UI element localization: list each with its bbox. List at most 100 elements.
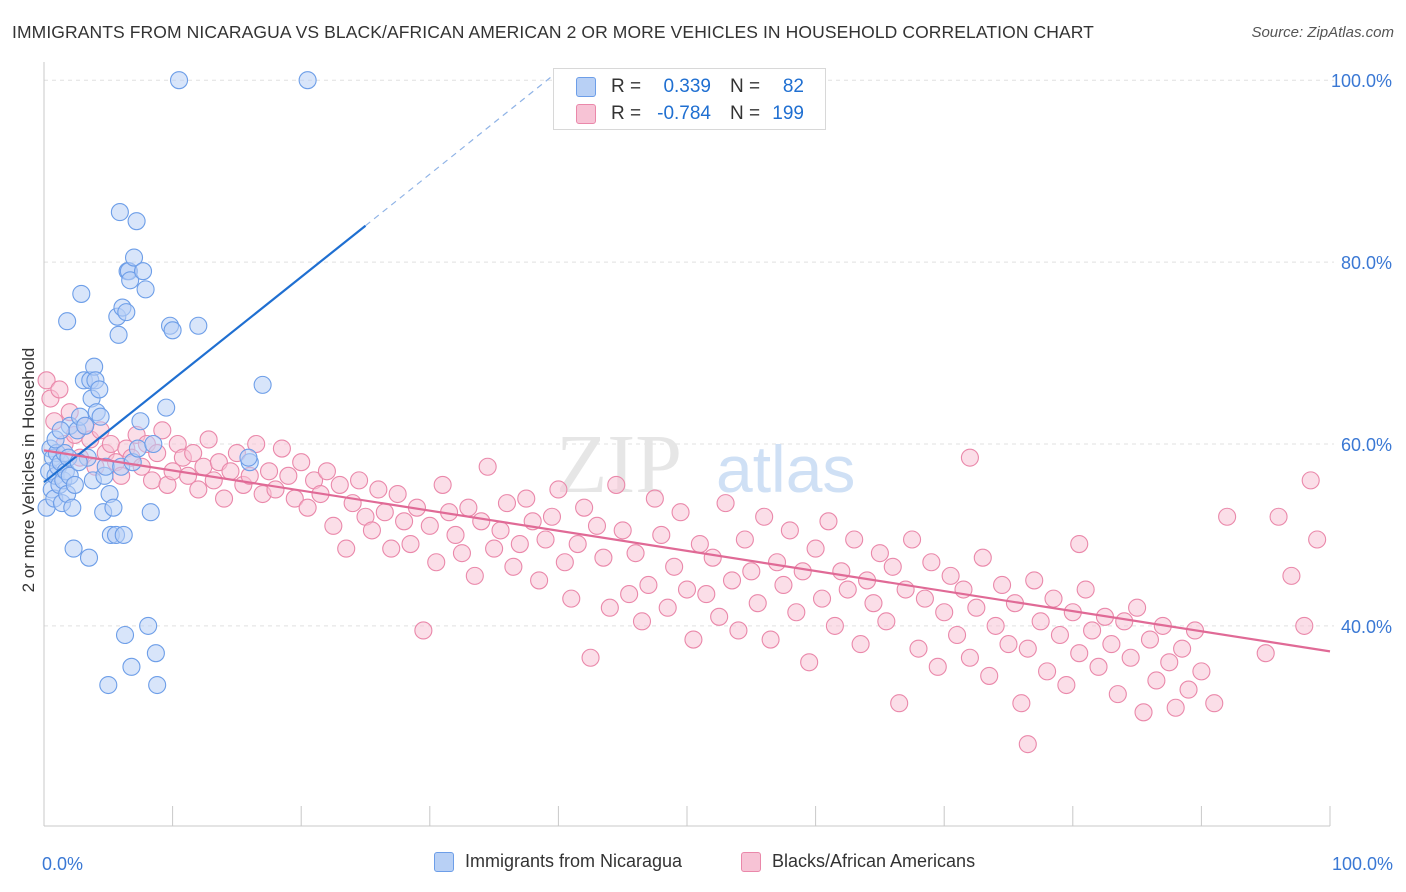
data-point-nicaragua xyxy=(122,657,141,676)
data-point-nicaragua xyxy=(169,71,189,90)
data-point-blacks xyxy=(587,516,607,535)
data-point-blacks xyxy=(214,489,234,508)
data-point-nicaragua xyxy=(115,625,135,645)
data-point-nicaragua xyxy=(72,284,91,303)
data-point-blacks xyxy=(1038,662,1057,681)
data-point-blacks xyxy=(1115,612,1134,631)
data-point-nicaragua xyxy=(104,498,123,517)
data-point-blacks xyxy=(433,475,452,494)
data-point-blacks xyxy=(986,616,1005,635)
data-point-blacks xyxy=(1025,571,1044,590)
data-point-blacks xyxy=(1192,662,1211,681)
data-point-blacks xyxy=(832,562,851,581)
r-value: -0.784 xyxy=(657,103,711,124)
legend-item-blacks[interactable]: Blacks/African Americans xyxy=(741,851,975,872)
data-point-blacks xyxy=(1121,648,1140,667)
data-point-blacks xyxy=(941,566,960,585)
data-point-nicaragua xyxy=(99,675,118,695)
data-point-blacks xyxy=(272,439,291,458)
data-point-nicaragua xyxy=(131,412,150,431)
data-point-blacks xyxy=(1070,644,1089,663)
data-point-blacks xyxy=(298,498,317,517)
data-point-blacks xyxy=(1282,566,1301,585)
data-point-blacks xyxy=(317,462,336,481)
data-point-blacks xyxy=(459,498,478,517)
data-point-blacks xyxy=(902,530,922,549)
data-point-blacks xyxy=(677,580,697,599)
data-point-blacks xyxy=(870,544,889,563)
data-point-blacks xyxy=(1089,657,1108,676)
data-point-blacks xyxy=(780,521,799,540)
y-tick-label: 60.0% xyxy=(1341,435,1392,455)
n-label: N = xyxy=(730,103,761,124)
tick-labels: 40.0% 60.0% 80.0% 100.0% 0.0% 100.0% xyxy=(42,71,1393,874)
legend-label-blacks: Blacks/African Americans xyxy=(772,851,976,871)
series-blacks-points xyxy=(37,371,1327,754)
data-point-blacks xyxy=(37,371,56,390)
trend-lines xyxy=(43,70,1331,653)
data-point-blacks xyxy=(517,489,536,508)
data-point-blacks xyxy=(806,539,825,558)
data-point-blacks xyxy=(1147,671,1166,690)
data-point-nicaragua xyxy=(144,434,163,454)
source-credit: Source: ZipAtlas.com xyxy=(1251,24,1394,41)
r-label: R = xyxy=(611,76,642,97)
data-point-blacks xyxy=(999,635,1018,654)
bottom-legend: Immigrants from Nicaragua Blacks/African… xyxy=(0,851,1406,879)
r-value: 0.339 xyxy=(663,76,711,97)
data-point-nicaragua xyxy=(148,675,167,695)
data-point-blacks xyxy=(1140,630,1160,649)
data-point-blacks xyxy=(153,421,172,440)
data-point-nicaragua xyxy=(189,316,208,335)
data-point-blacks xyxy=(742,562,761,581)
data-point-blacks xyxy=(935,603,954,622)
data-point-blacks xyxy=(620,585,639,604)
legend-label-nicaragua: Immigrants from Nicaragua xyxy=(465,851,683,871)
data-point-blacks xyxy=(491,521,510,540)
data-point-nicaragua xyxy=(136,280,155,299)
data-point-blacks xyxy=(864,594,883,613)
data-point-blacks xyxy=(607,475,626,494)
data-point-blacks xyxy=(369,480,388,499)
data-point-blacks xyxy=(568,534,587,554)
data-point-blacks xyxy=(922,553,941,572)
legend-item-nicaragua[interactable]: Immigrants from Nicaragua xyxy=(434,851,682,872)
data-point-blacks xyxy=(838,580,857,599)
data-point-blacks xyxy=(1160,653,1179,672)
data-point-blacks xyxy=(1295,616,1314,635)
data-point-blacks xyxy=(1012,694,1031,713)
data-point-blacks xyxy=(350,471,369,490)
data-point-blacks xyxy=(1218,507,1237,526)
data-point-blacks xyxy=(748,594,767,613)
data-point-nicaragua xyxy=(114,525,133,545)
data-point-blacks xyxy=(774,575,793,595)
data-point-blacks xyxy=(665,557,684,576)
data-point-blacks xyxy=(658,598,677,617)
axes xyxy=(43,62,1331,827)
stats-legend: R = 0.339 N = 82 R = -0.784 N = 199 xyxy=(553,68,826,130)
data-point-blacks xyxy=(497,494,517,513)
data-point-blacks xyxy=(362,521,381,540)
data-point-blacks xyxy=(819,512,838,531)
data-point-blacks xyxy=(204,471,223,490)
data-point-blacks xyxy=(1173,639,1192,658)
data-point-blacks xyxy=(1256,644,1275,663)
n-value: 82 xyxy=(782,76,804,97)
data-point-blacks xyxy=(877,612,896,631)
data-point-blacks xyxy=(600,598,619,617)
data-point-blacks xyxy=(793,562,812,581)
data-point-blacks xyxy=(1308,530,1327,549)
data-point-nicaragua xyxy=(163,321,182,340)
data-point-blacks xyxy=(446,525,465,545)
data-point-blacks xyxy=(510,534,529,554)
y-tick-label: 80.0% xyxy=(1341,253,1392,273)
data-point-blacks xyxy=(645,489,664,508)
data-point-nicaragua xyxy=(79,548,99,567)
x-tick-label: 100.0% xyxy=(1332,854,1393,874)
trend-extension-nicaragua xyxy=(365,70,559,227)
series-nicaragua-points xyxy=(37,71,317,695)
data-point-blacks xyxy=(382,539,401,558)
data-point-blacks xyxy=(266,480,285,499)
data-point-blacks xyxy=(1269,507,1288,526)
